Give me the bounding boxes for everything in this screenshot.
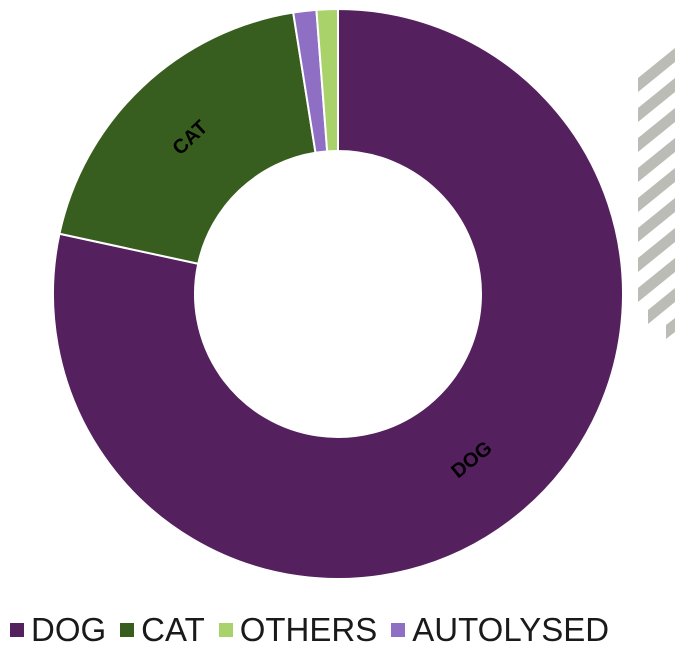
legend: DOG CAT OTHERS AUTOLYSED (10, 610, 675, 650)
decorative-stripes (638, 48, 675, 348)
legend-label-others: OTHERS (239, 611, 378, 648)
slices-group (52, 7, 624, 580)
legend-label-cat: CAT (141, 611, 205, 648)
legend-item-cat: CAT (120, 611, 205, 649)
slice-dog (52, 7, 624, 580)
legend-swatch-cat (120, 623, 135, 637)
legend-item-dog: DOG (10, 611, 106, 649)
legend-item-autolysed: AUTOLYSED (391, 611, 609, 649)
slice-cat (58, 11, 317, 265)
legend-label-autolysed: AUTOLYSED (412, 611, 610, 648)
legend-swatch-others (218, 623, 233, 637)
stripes-graphic (638, 48, 675, 339)
legend-item-others: OTHERS (218, 611, 378, 649)
slice-others (315, 7, 339, 153)
legend-swatch-autolysed (391, 623, 406, 637)
legend-label-dog: DOG (31, 611, 107, 648)
legend-swatch-dog (10, 623, 24, 637)
